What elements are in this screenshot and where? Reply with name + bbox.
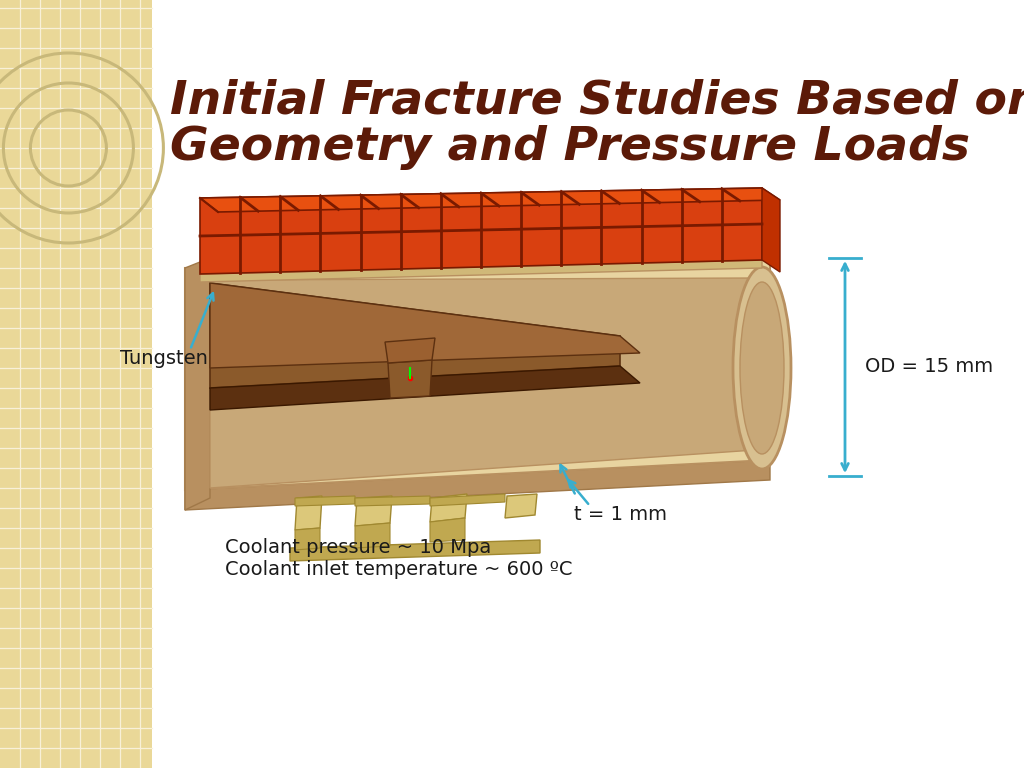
- Polygon shape: [210, 283, 620, 388]
- Polygon shape: [210, 366, 640, 410]
- Polygon shape: [388, 360, 432, 398]
- Polygon shape: [430, 518, 465, 542]
- Text: t = 1 mm: t = 1 mm: [574, 505, 667, 525]
- Polygon shape: [355, 523, 390, 548]
- Ellipse shape: [733, 267, 791, 469]
- Text: Tungsten: Tungsten: [120, 349, 208, 368]
- Polygon shape: [200, 260, 762, 282]
- Polygon shape: [185, 258, 770, 490]
- Polygon shape: [210, 278, 755, 488]
- Polygon shape: [505, 494, 537, 518]
- Polygon shape: [290, 540, 540, 561]
- Ellipse shape: [740, 282, 784, 454]
- Polygon shape: [295, 528, 319, 550]
- Polygon shape: [355, 496, 430, 506]
- Polygon shape: [200, 188, 780, 212]
- Text: Initial Fracture Studies Based on T-Tube: Initial Fracture Studies Based on T-Tube: [170, 78, 1024, 123]
- Polygon shape: [430, 494, 467, 522]
- Polygon shape: [295, 496, 355, 506]
- Text: Coolant pressure ~ 10 Mpa: Coolant pressure ~ 10 Mpa: [225, 538, 492, 557]
- Polygon shape: [210, 283, 640, 368]
- Text: Geometry and Pressure Loads: Geometry and Pressure Loads: [170, 125, 970, 170]
- Polygon shape: [355, 496, 392, 526]
- Polygon shape: [762, 188, 780, 272]
- Polygon shape: [185, 258, 210, 510]
- Polygon shape: [185, 460, 770, 510]
- Polygon shape: [295, 496, 322, 530]
- Bar: [0, 0, 152, 768]
- Text: OD = 15 mm: OD = 15 mm: [865, 357, 993, 376]
- Polygon shape: [200, 188, 762, 274]
- Polygon shape: [430, 494, 505, 506]
- Polygon shape: [385, 338, 435, 363]
- Text: Coolant inlet temperature ~ 600 ºC: Coolant inlet temperature ~ 600 ºC: [225, 560, 572, 579]
